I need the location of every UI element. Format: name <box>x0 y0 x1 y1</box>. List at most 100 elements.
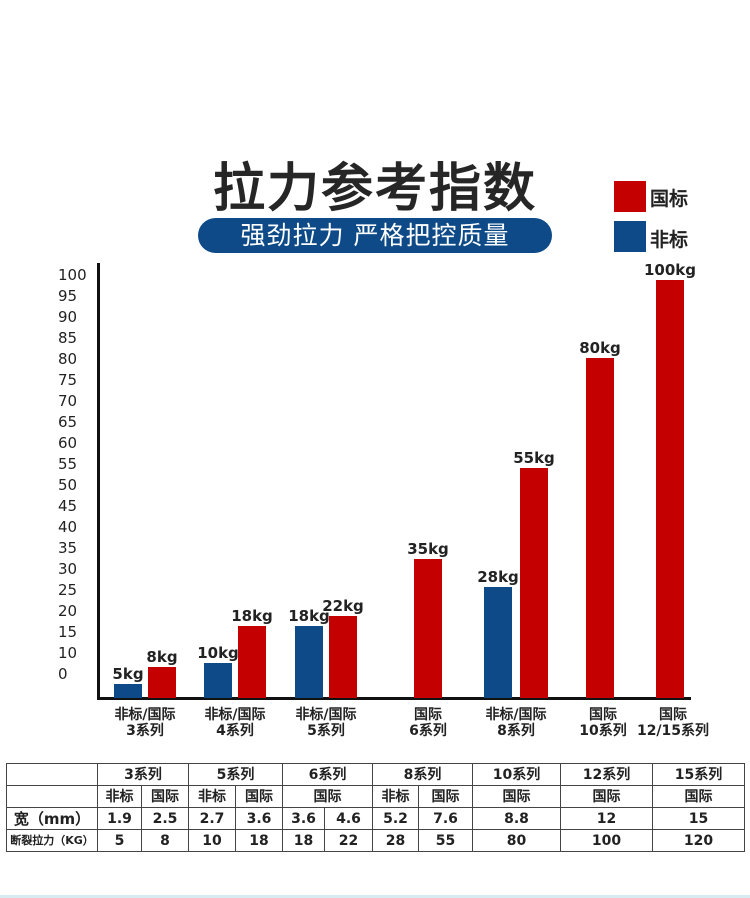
y-tick-label: 85 <box>58 329 78 347</box>
table-header-12: 12系列 <box>560 763 653 786</box>
bar-guobiao <box>656 280 684 698</box>
bar-guobiao <box>520 468 548 698</box>
y-tick-label: 25 <box>58 581 78 599</box>
y-tick-label: 70 <box>58 392 78 410</box>
table-subheader: 国际 <box>235 785 283 808</box>
bar-guobiao <box>329 616 357 698</box>
bar-guobiao <box>414 559 442 698</box>
x-category-label: 非标/国际 8系列 <box>485 707 547 739</box>
table-sub-header-row: 非标 国际 非标 国际 国际 非标 国际 国际 国际 国际 <box>6 785 745 808</box>
table-cell: 8.8 <box>472 807 561 830</box>
table-subheader: 非标 <box>97 785 142 808</box>
bar-value-label: 18kg <box>231 607 273 625</box>
bar-value-label: 80kg <box>579 339 621 357</box>
table-row-breaking-force: 断裂拉力（KG） 5 8 10 18 18 22 28 55 80 100 12… <box>6 829 745 852</box>
table-corner-cell <box>6 763 98 786</box>
page-title: 拉力参考指数 <box>212 159 537 219</box>
bar-value-label: 100kg <box>643 261 697 279</box>
spec-table: 3系列 5系列 6系列 8系列 10系列 12系列 15系列 非标 国际 非标 … <box>6 763 745 852</box>
table-cell: 5 <box>97 829 142 852</box>
table-header-8: 8系列 <box>372 763 473 786</box>
legend-guobiao-label: 国标 <box>650 188 689 210</box>
bar-guobiao <box>586 358 614 698</box>
table-cell: 80 <box>472 829 561 852</box>
table-subheader: 国际 <box>418 785 473 808</box>
bar-value-label: 55kg <box>513 449 555 467</box>
y-tick-label: 30 <box>58 560 78 578</box>
bar-value-label: 10kg <box>197 644 239 662</box>
bar-guobiao <box>148 667 176 698</box>
bar-value-label: 8kg <box>146 648 178 666</box>
x-category-label: 非标/国际 5系列 <box>295 707 357 739</box>
table-series-header-row: 3系列 5系列 6系列 8系列 10系列 12系列 15系列 <box>6 763 745 786</box>
table-row-label: 断裂拉力（KG） <box>6 829 98 852</box>
x-category-label: 国际 10系列 <box>579 707 627 739</box>
table-cell: 3.6 <box>235 807 283 830</box>
table-cell: 1.9 <box>97 807 142 830</box>
bar-feibiao <box>484 587 512 698</box>
table-cell: 7.6 <box>418 807 473 830</box>
y-tick-label: 75 <box>58 371 78 389</box>
table-subheader: 国际 <box>560 785 653 808</box>
table-cell: 120 <box>652 829 745 852</box>
y-tick-label: 95 <box>58 287 78 305</box>
table-cell: 55 <box>418 829 473 852</box>
y-tick-label: 15 <box>58 623 78 641</box>
bar-value-label: 5kg <box>112 665 144 683</box>
y-tick-label: 35 <box>58 539 78 557</box>
y-tick-label: 20 <box>58 602 78 620</box>
legend-feibiao-label: 非标 <box>650 229 689 251</box>
bar-value-label: 18kg <box>288 607 330 625</box>
y-tick-label: 80 <box>58 350 78 368</box>
table-subheader: 国际 <box>282 785 373 808</box>
y-tick-label: 40 <box>58 518 78 536</box>
legend-feibiao-swatch <box>614 221 646 252</box>
y-tick-label: 50 <box>58 476 78 494</box>
table-cell: 28 <box>372 829 419 852</box>
x-category-label: 非标/国际 4系列 <box>204 707 266 739</box>
table-row-label: 宽（mm） <box>6 807 98 830</box>
bar-feibiao <box>114 684 142 698</box>
table-cell: 12 <box>560 807 653 830</box>
table-cell: 5.2 <box>372 807 419 830</box>
y-tick-label: 45 <box>58 497 78 515</box>
bar-feibiao <box>295 626 323 698</box>
bar-value-label: 22kg <box>322 597 364 615</box>
table-header-15: 15系列 <box>652 763 745 786</box>
table-corner-cell <box>6 785 98 808</box>
y-tick-label: 55 <box>58 455 78 473</box>
x-category-label: 非标/国际 3系列 <box>114 707 176 739</box>
x-axis <box>97 697 691 700</box>
y-axis <box>97 263 100 700</box>
table-subheader: 国际 <box>652 785 745 808</box>
table-row-width: 宽（mm） 1.9 2.5 2.7 3.6 3.6 4.6 5.2 7.6 8.… <box>6 807 745 830</box>
y-tick-label: 100 <box>58 266 87 284</box>
y-tick-label: 90 <box>58 308 78 326</box>
table-cell: 10 <box>188 829 236 852</box>
table-cell: 2.7 <box>188 807 236 830</box>
table-cell: 3.6 <box>282 807 325 830</box>
table-header-3: 3系列 <box>97 763 189 786</box>
y-tick-label: 0 <box>58 665 68 683</box>
table-header-6: 6系列 <box>282 763 373 786</box>
table-cell: 8 <box>141 829 189 852</box>
table-header-10: 10系列 <box>472 763 561 786</box>
bar-feibiao <box>204 663 232 698</box>
subtitle-banner: 强劲拉力 严格把控质量 <box>198 218 552 253</box>
y-tick-label: 10 <box>58 644 78 662</box>
table-subheader: 非标 <box>188 785 236 808</box>
table-subheader: 国际 <box>141 785 189 808</box>
y-tick-label: 65 <box>58 413 78 431</box>
bar-value-label: 35kg <box>407 540 449 558</box>
table-cell: 2.5 <box>141 807 189 830</box>
table-cell: 100 <box>560 829 653 852</box>
x-category-label: 国际 6系列 <box>409 707 447 739</box>
table-cell: 4.6 <box>324 807 373 830</box>
table-cell: 22 <box>324 829 373 852</box>
table-subheader: 非标 <box>372 785 419 808</box>
y-tick-label: 60 <box>58 434 78 452</box>
bottom-divider <box>0 895 750 898</box>
table-cell: 18 <box>235 829 283 852</box>
table-cell: 15 <box>652 807 745 830</box>
bar-guobiao <box>238 626 266 698</box>
